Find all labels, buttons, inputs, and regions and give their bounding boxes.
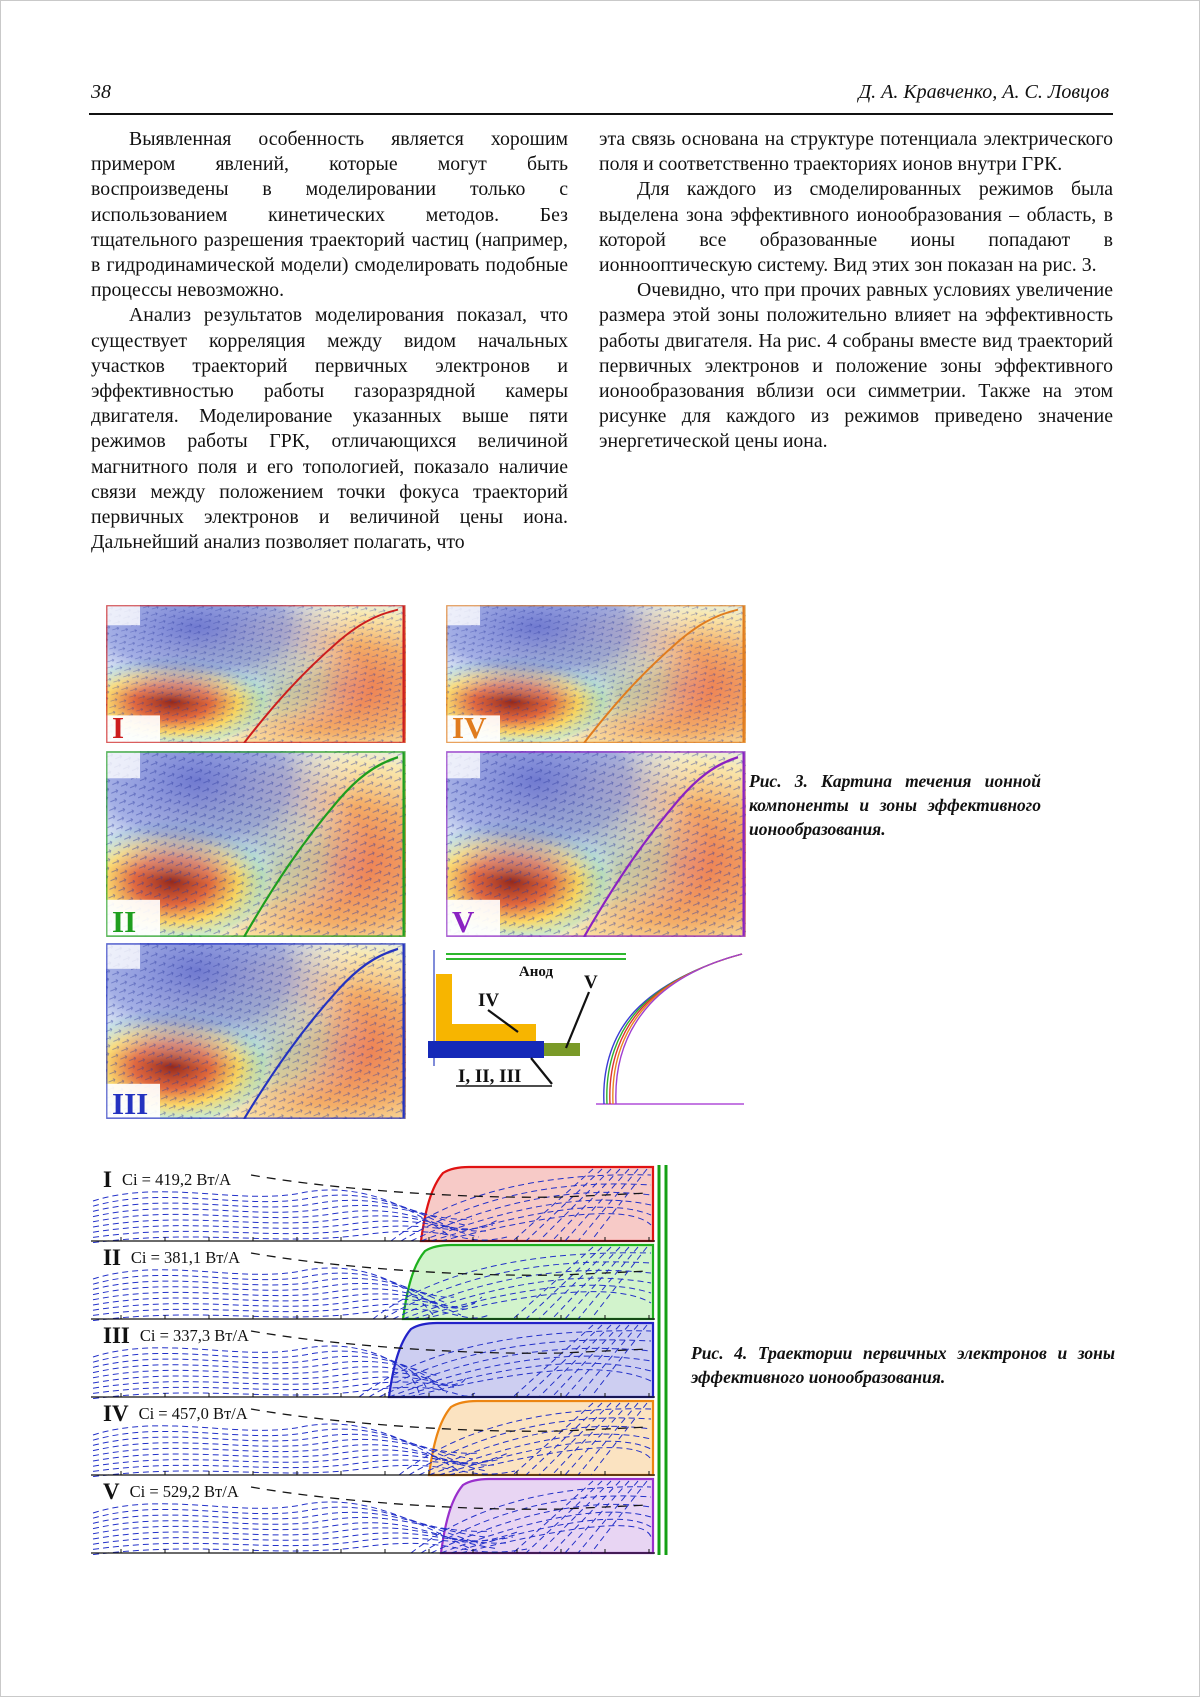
regime-numeral: I [103, 1167, 112, 1192]
anode-schematic: Анод IV V I, II, III [428, 950, 744, 1105]
ion-cost-value: Ci = 337,3 Вт/А [139, 1326, 249, 1345]
header-rule [89, 113, 1113, 115]
trajectory-plot [91, 1321, 668, 1399]
fig3-panel-label-i: I [112, 710, 125, 745]
magnet-bar-iv [436, 974, 452, 1026]
ion-cost-value: Ci = 529,2 Вт/А [129, 1482, 239, 1501]
regime-numeral: II [103, 1245, 121, 1270]
fig4-row-ii: II Ci = 381,1 Вт/А [91, 1243, 681, 1321]
fig3-panel-label-iv: IV [452, 710, 487, 745]
fig3-panel-iii: III [106, 943, 406, 1119]
fig3-panel-label-ii: II [112, 904, 137, 939]
regime-numeral: III [103, 1323, 130, 1348]
figure-4: I Ci = 419,2 Вт/А II Ci = 381,1 Вт/А III Ci =… [91, 1165, 1115, 1565]
paragraph: Выявленная особенность является хорошим … [91, 128, 568, 302]
running-head-authors: Д. А. Кравченко, А. С. Ловцов [858, 81, 1109, 103]
fig4-row-label: III Ci = 337,3 Вт/А [103, 1323, 249, 1349]
separatrix-dashed-line [250, 1174, 650, 1198]
right-column: эта связь основана на структуре потенциа… [599, 127, 1113, 555]
zone-boundary-curve [615, 953, 743, 1105]
ion-cost-value: Ci = 419,2 Вт/А [121, 1170, 232, 1189]
fig4-row-v: V Ci = 529,2 Вт/А [91, 1477, 681, 1555]
separatrix-dashed-line [250, 1330, 650, 1354]
leader-line [564, 991, 591, 1049]
ionization-zone [427, 1399, 655, 1477]
separatrix-dashed-line [250, 1252, 650, 1276]
paragraph: Очевидно, что при прочих равных условиях… [599, 279, 1113, 453]
anode-label: Анод [519, 964, 554, 980]
flow-field-plot [106, 751, 406, 937]
magnet-bar-v [544, 1043, 580, 1056]
ionization-zone [401, 1243, 655, 1321]
figure-3-anode-diagram: Анод IV V I, II, III [426, 946, 746, 1118]
callout-v: V [584, 972, 598, 993]
callout-iv: IV [478, 990, 499, 1011]
ion-cost-value: Ci = 381,1 Вт/А [130, 1248, 241, 1267]
flow-field-plot [106, 943, 406, 1119]
fig3-panel-ii: II [106, 751, 406, 937]
leader-line [530, 1057, 553, 1085]
fig4-row-label: IV Ci = 457,0 Вт/А [103, 1401, 248, 1427]
fig3-panel-label-v: V [452, 904, 475, 939]
leader-line [487, 1009, 519, 1033]
left-column: Выявленная особенность является хорошим … [91, 127, 568, 555]
separatrix-dashed-line [250, 1486, 650, 1510]
trajectory-plot [91, 1165, 668, 1243]
figure-3-caption: Рис. 3. Картина течения ионной компонент… [749, 771, 1041, 839]
regime-numeral: IV [103, 1401, 129, 1426]
trajectory-plot [91, 1243, 668, 1321]
fig4-row-label: I Ci = 419,2 Вт/А [103, 1167, 231, 1193]
paragraph: Для каждого из смоделированных режимов б… [599, 178, 1113, 277]
fig4-row-iv: IV Ci = 457,0 Вт/А [91, 1399, 681, 1477]
fig3-panel-iv: IV [446, 605, 746, 743]
text-columns: Выявленная особенность является хорошим … [91, 127, 1113, 555]
flow-field-plot [446, 605, 746, 743]
fig3-panel-label-iii: III [112, 1086, 149, 1121]
flow-field-plot [446, 751, 746, 937]
fig3-panel-i: I [106, 605, 406, 743]
figure-4-caption: Рис. 4. Траектории первичных электронов … [691, 1343, 1115, 1387]
magnet-bar-i-ii-iii [428, 1041, 544, 1058]
fig4-row-i: I Ci = 419,2 Вт/А [91, 1165, 681, 1243]
fig4-row-label: V Ci = 529,2 Вт/А [103, 1479, 239, 1505]
fig3-panel-v: V [446, 751, 746, 937]
fig4-row-iii: III Ci = 337,3 Вт/А [91, 1321, 681, 1399]
magnet-bar-iv [436, 1024, 536, 1041]
flow-field-plot [106, 605, 406, 743]
regime-numeral: V [103, 1479, 120, 1504]
figure-3: I [91, 605, 1041, 1127]
paragraph: Анализ результатов моделирования показал… [91, 304, 568, 554]
ionization-zone [387, 1321, 655, 1399]
separatrix-dashed-line [250, 1408, 650, 1432]
paragraph: эта связь основана на структуре потенциа… [599, 128, 1113, 176]
fig4-row-label: II Ci = 381,1 Вт/А [103, 1245, 240, 1271]
trajectory-plot [91, 1399, 668, 1477]
ion-cost-value: Ci = 457,0 Вт/А [138, 1404, 248, 1423]
page-number: 38 [91, 81, 111, 103]
callout-i-ii-iii: I, II, III [458, 1066, 521, 1087]
trajectory-plot [91, 1477, 668, 1555]
